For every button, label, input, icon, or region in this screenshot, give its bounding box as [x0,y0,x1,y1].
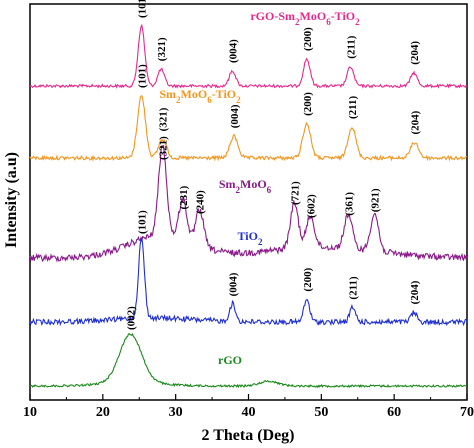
peak-label-3-3: (211) [348,276,360,300]
peak-label-3-2: (200) [302,267,314,291]
series-line-4 [29,332,468,389]
peak-label-3-1: (004) [227,272,239,296]
series-line-0 [29,23,468,89]
peak-label-4-0: (002) [126,306,138,330]
peak-label-0-2: (004) [227,39,239,63]
series-name-4: rGO [218,353,242,367]
peak-label-2-1: (231) [178,185,190,209]
x-axis-title: 2 Theta (Deg) [201,427,294,444]
peak-label-2-5: (361) [343,192,355,216]
series-line-1 [29,94,468,162]
x-tick-label-5: 60 [387,405,401,420]
peak-label-1-3: (200) [302,92,314,116]
series-name-3: TiO2 [238,229,263,247]
series-line-2 [29,144,468,263]
series-name-1: Sm2MoO6-TiO2 [159,87,241,105]
series-name-2: Sm2MoO6 [219,177,272,195]
peak-label-0-0: (101) [136,0,148,18]
peak-label-0-1: (321) [156,37,168,61]
peak-label-3-0: (101) [136,210,148,234]
y-axis-title: Intensity (a.u) [3,152,20,248]
peak-label-2-2: (240) [195,190,207,214]
x-tick-label-3: 40 [242,405,256,420]
series-line-3 [29,236,468,327]
peak-label-3-4: (204) [409,280,421,304]
x-tick-label-0: 10 [23,405,37,420]
plot-frame [29,3,468,401]
peak-label-2-4: (602) [305,194,317,218]
x-tick-label-4: 50 [314,405,328,420]
peak-label-0-3: (200) [302,27,314,51]
peak-labels: (101) (321) (004) (200) (211) (204) rGO-Sm2MoO… [126,0,422,367]
series-name-0: rGO-Sm2MoO6-TiO2 [250,9,360,27]
peak-label-1-4: (211) [347,95,359,119]
x-tick-label-1: 20 [96,405,110,420]
x-axis-ticks: 10 20 30 40 50 60 70 [23,394,474,420]
peak-label-0-5: (204) [409,41,421,65]
peak-label-1-5: (204) [410,110,422,134]
peak-label-1-0: (101) [136,64,148,88]
x-tick-label-2: 30 [169,405,183,420]
peak-label-1-1: (321) [158,107,170,131]
x-tick-label-6: 70 [460,405,474,420]
peak-label-0-4: (211) [345,35,357,59]
traces [29,23,468,389]
peak-label-2-6: (921) [370,188,382,212]
peak-label-1-2: (004) [229,104,241,128]
peak-label-2-0: (321) [158,136,170,160]
peak-label-2-3: (721) [289,181,301,205]
